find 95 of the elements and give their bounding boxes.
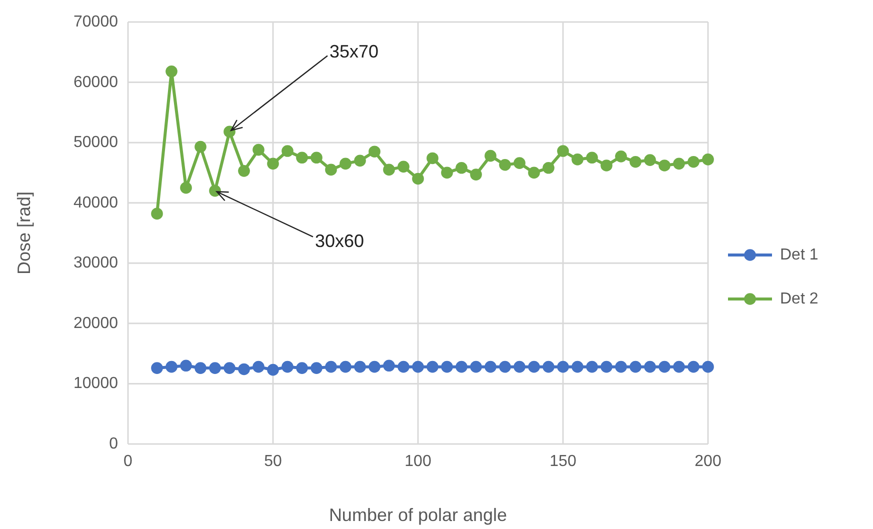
point — [658, 160, 670, 172]
x-tick-label: 200 — [694, 453, 722, 470]
point — [630, 360, 642, 373]
point — [354, 154, 366, 167]
point — [383, 360, 395, 372]
point — [441, 360, 453, 373]
annotation: 35x70 — [330, 42, 379, 62]
point — [340, 158, 352, 170]
point — [586, 360, 598, 373]
point — [528, 360, 540, 373]
point — [426, 360, 438, 373]
x-tick-label: 0 — [124, 453, 133, 470]
point — [470, 360, 482, 373]
legend-label: Det 1 — [780, 246, 818, 264]
y-tick-label: 30000 — [74, 254, 118, 272]
point — [238, 165, 250, 177]
point — [238, 363, 250, 376]
point — [267, 158, 279, 170]
y-tick-label: 40000 — [74, 194, 118, 212]
point — [426, 152, 438, 164]
y-tick-label: 50000 — [74, 134, 118, 152]
point — [514, 360, 526, 373]
y-tick-label: 0 — [109, 436, 118, 452]
point — [557, 145, 569, 157]
point — [180, 182, 192, 194]
point — [398, 160, 410, 173]
point — [673, 158, 685, 170]
point — [368, 146, 380, 158]
point — [151, 362, 163, 374]
point — [194, 140, 206, 153]
point — [658, 360, 670, 373]
x-axis-title: Number of polar angle — [328, 505, 508, 525]
point — [572, 154, 584, 166]
point — [499, 360, 511, 373]
point — [224, 362, 236, 374]
y-tick-label: 20000 — [74, 314, 118, 332]
point — [586, 152, 598, 164]
point — [615, 150, 627, 162]
point — [470, 168, 482, 180]
point — [702, 360, 714, 373]
point — [209, 362, 221, 374]
point — [412, 360, 424, 373]
point — [441, 166, 453, 179]
point — [296, 362, 308, 374]
point — [282, 145, 294, 157]
point — [252, 360, 264, 373]
point — [151, 208, 163, 220]
point — [325, 164, 337, 176]
point — [528, 166, 540, 179]
point — [557, 360, 569, 373]
y-tick-label: 60000 — [74, 74, 118, 91]
y-tick-label: 70000 — [74, 14, 118, 30]
point — [484, 360, 496, 373]
point — [310, 152, 322, 164]
point — [180, 360, 192, 372]
point — [412, 172, 424, 185]
point — [383, 164, 395, 176]
x-tick-label: 50 — [264, 453, 282, 470]
point — [702, 154, 714, 166]
point — [354, 360, 366, 373]
point — [340, 360, 352, 373]
point — [688, 360, 700, 373]
point — [325, 360, 337, 373]
legend-label: Det 2 — [780, 290, 818, 308]
y-tick-label: 10000 — [74, 375, 118, 392]
point — [688, 156, 700, 168]
point — [166, 66, 178, 78]
point — [282, 360, 294, 373]
x-tick-label: 150 — [550, 453, 576, 470]
point — [615, 360, 627, 373]
point — [252, 144, 264, 156]
point — [398, 360, 410, 373]
point — [673, 360, 685, 373]
point — [456, 360, 468, 373]
point — [484, 150, 496, 162]
point — [456, 162, 468, 174]
point — [542, 162, 554, 174]
point — [600, 160, 612, 172]
point — [368, 360, 380, 373]
point — [267, 364, 279, 376]
y-axis-title: Dose [rad] — [14, 191, 34, 275]
point — [600, 360, 612, 373]
point — [296, 152, 308, 164]
point — [310, 362, 322, 374]
point — [630, 156, 642, 168]
point — [644, 360, 656, 373]
point — [166, 360, 178, 373]
point — [194, 362, 206, 374]
point — [542, 360, 554, 373]
point — [644, 154, 656, 166]
x-tick-label: 100 — [404, 453, 432, 470]
point — [499, 158, 511, 171]
annotation: 30x60 — [315, 230, 364, 251]
point — [572, 360, 584, 373]
point — [514, 157, 526, 169]
